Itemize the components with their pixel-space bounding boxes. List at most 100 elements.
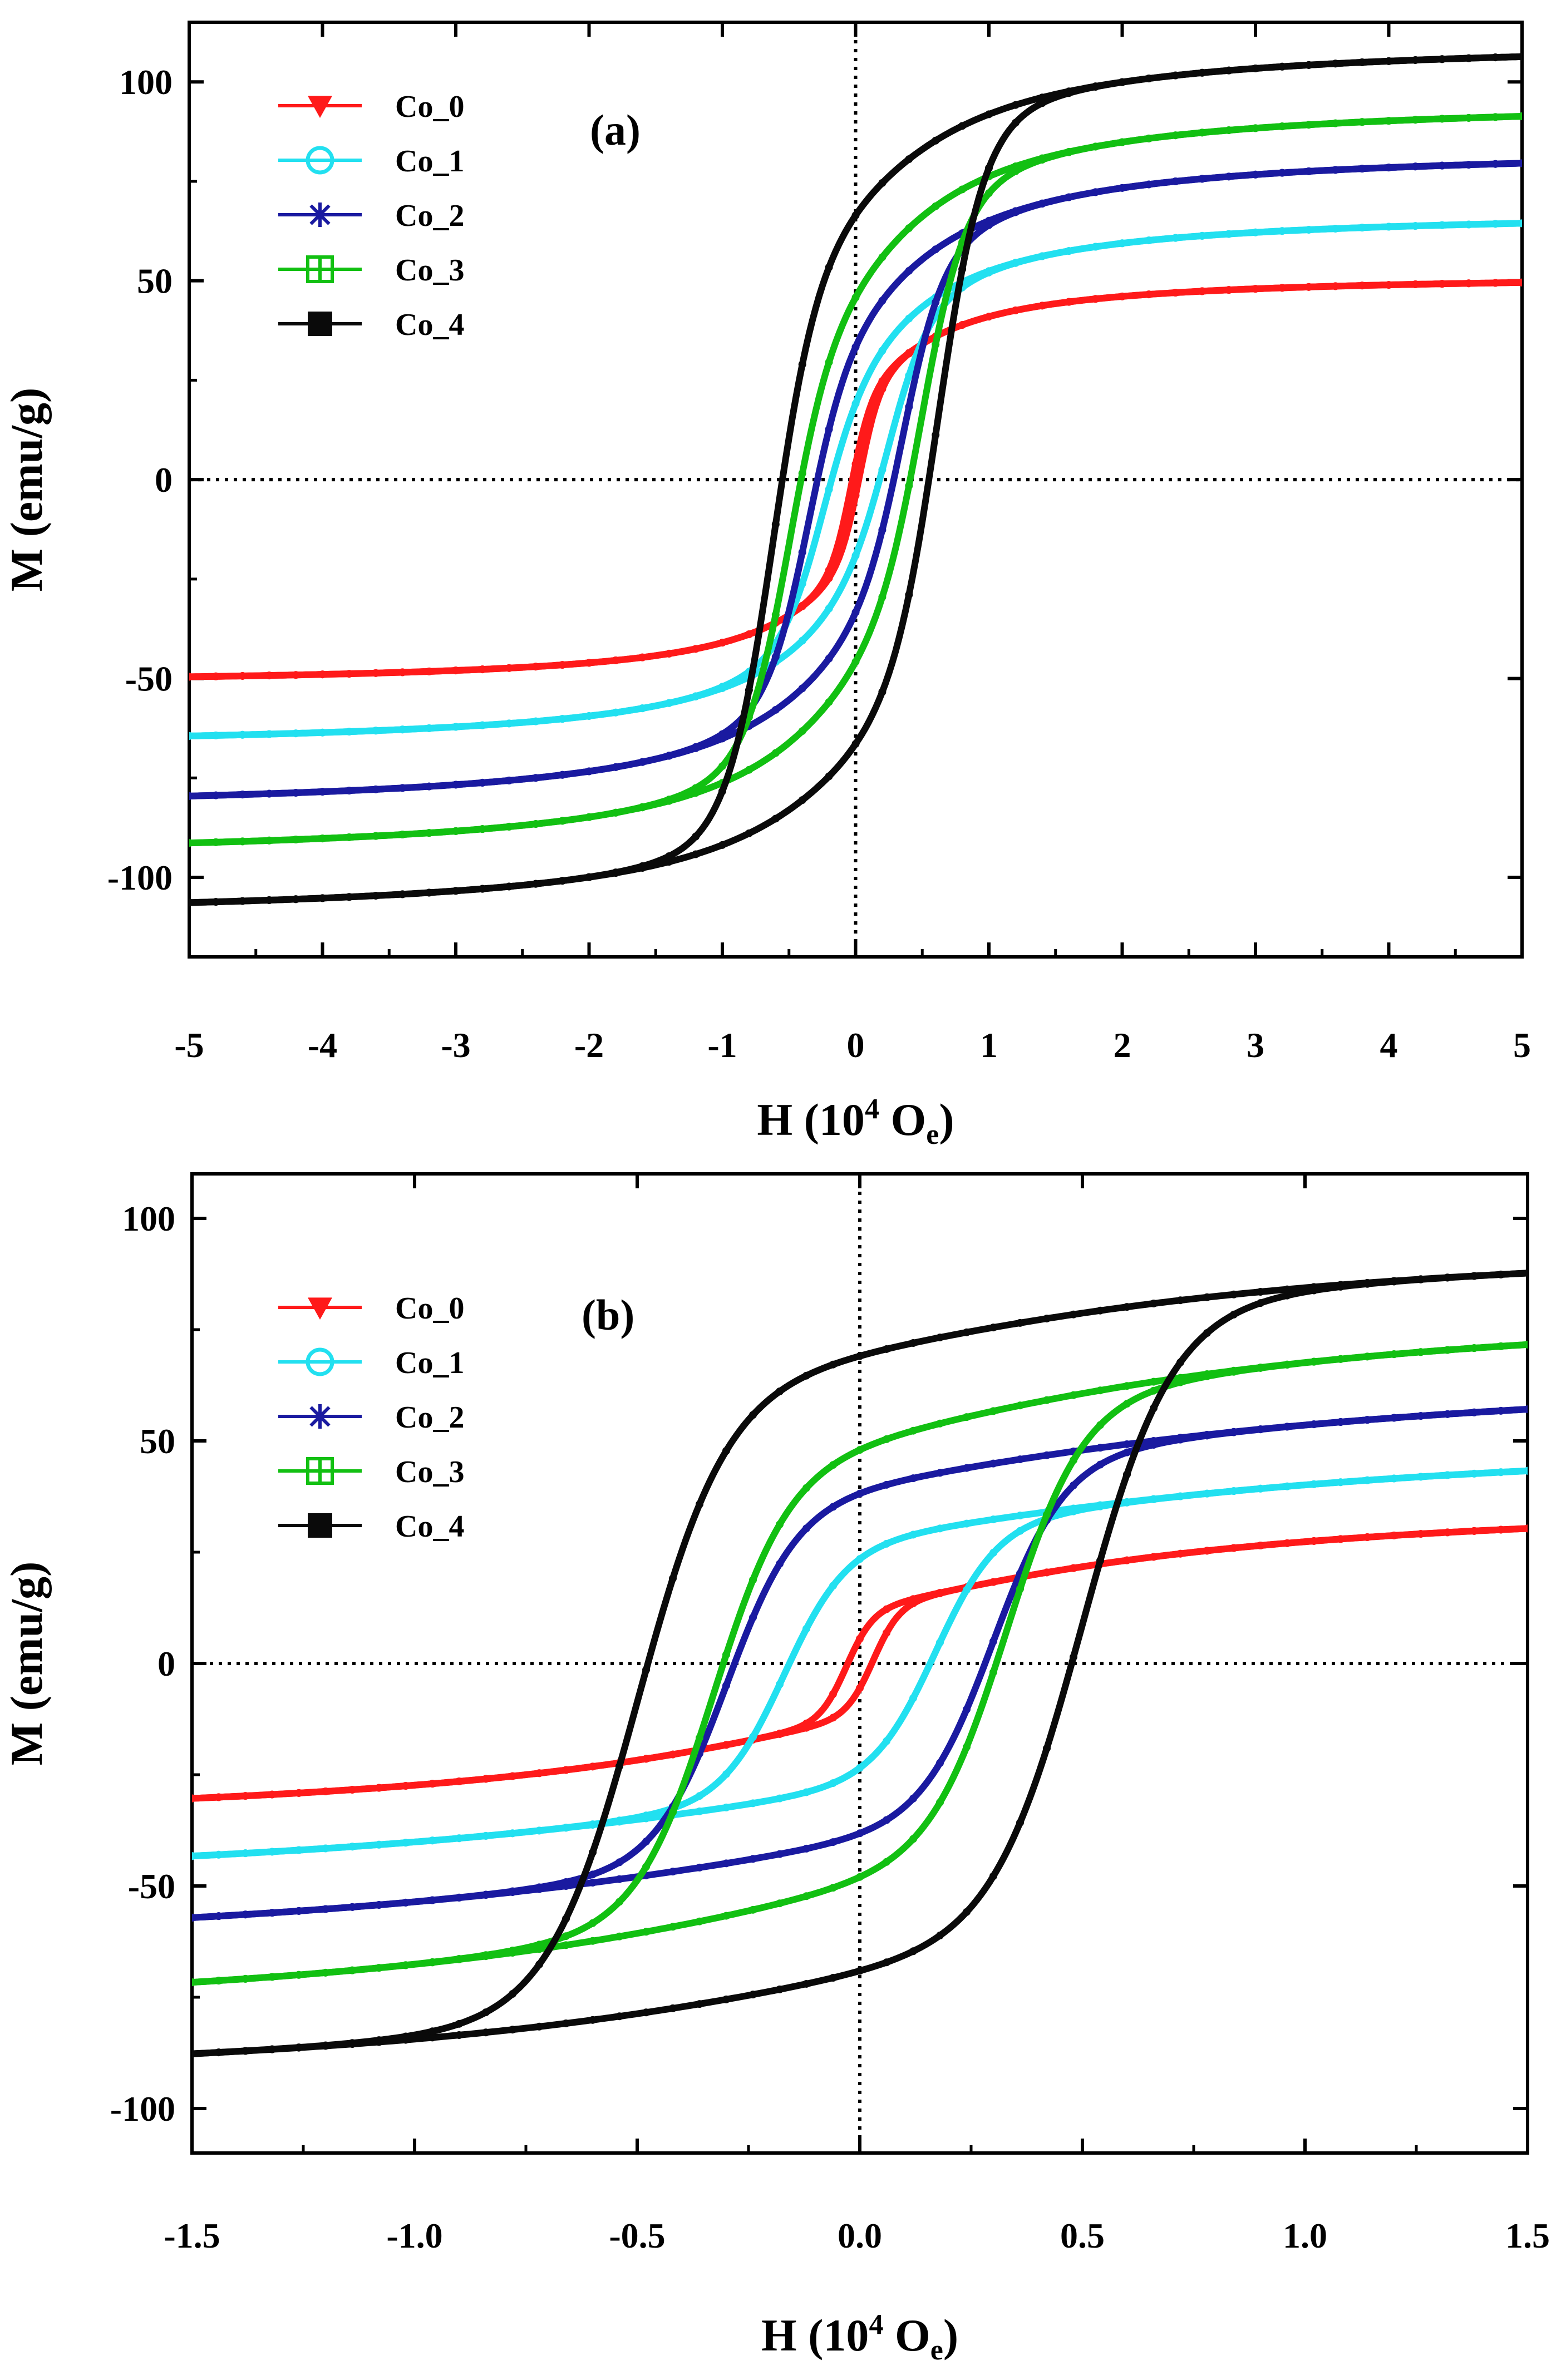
data-point <box>802 1892 810 1900</box>
data-point <box>669 1808 677 1816</box>
data-point <box>825 425 833 433</box>
data-point <box>1304 225 1313 234</box>
data-point <box>398 831 407 839</box>
data-point <box>1198 129 1206 137</box>
data-point <box>1337 1355 1345 1363</box>
data-point <box>1011 162 1020 170</box>
data-point <box>192 1913 196 1922</box>
data-point <box>1331 166 1340 174</box>
data-point <box>825 604 833 613</box>
data-point <box>375 1784 383 1792</box>
data-point <box>1150 1404 1158 1413</box>
data-point <box>1150 1377 1158 1386</box>
data-point <box>372 785 380 793</box>
legend-marker-square-cross-icon <box>306 255 334 283</box>
legend-label: Co_2 <box>395 199 464 233</box>
data-point <box>798 361 806 369</box>
data-point <box>936 1931 944 1939</box>
data-point <box>963 1519 971 1528</box>
data-point <box>589 1879 597 1887</box>
data-point <box>1470 1527 1478 1535</box>
data-point <box>531 774 540 782</box>
data-point <box>192 2050 196 2058</box>
legend-item-co-4: Co_4 <box>278 1509 464 1544</box>
data-point <box>1438 280 1446 288</box>
data-point <box>776 1850 784 1858</box>
data-point <box>425 782 434 791</box>
data-point <box>722 1741 730 1749</box>
data-point <box>531 820 540 828</box>
data-point <box>1123 1440 1131 1448</box>
data-point <box>665 699 673 707</box>
data-point <box>345 728 353 736</box>
data-point <box>1390 1277 1398 1285</box>
data-point <box>722 1995 730 2003</box>
data-point <box>749 1733 757 1741</box>
data-point <box>829 1838 837 1846</box>
data-point <box>722 1681 730 1690</box>
data-point <box>1358 58 1366 66</box>
data-point <box>535 2022 543 2031</box>
data-point <box>1145 236 1153 245</box>
data-point <box>798 684 806 693</box>
data-point <box>692 784 700 792</box>
data-point <box>238 671 247 680</box>
data-point <box>829 1360 837 1369</box>
data-point <box>1118 184 1126 192</box>
data-point <box>455 2031 463 2039</box>
data-point <box>798 796 806 804</box>
data-point <box>215 1850 223 1859</box>
data-point <box>989 1578 997 1586</box>
data-point <box>1123 1470 1131 1479</box>
data-point <box>615 1816 623 1825</box>
data-point <box>1390 1474 1398 1483</box>
data-point <box>958 321 967 329</box>
data-point <box>936 1798 944 1806</box>
legend-label: Co_3 <box>395 253 464 288</box>
data-point <box>612 868 620 877</box>
data-point <box>825 574 833 582</box>
data-point <box>612 656 620 665</box>
data-point <box>558 817 567 825</box>
data-point <box>1411 280 1420 289</box>
data-point <box>1123 1556 1131 1564</box>
data-point <box>1470 1344 1478 1352</box>
legend-item-co-0: Co_0 <box>278 1291 464 1326</box>
x-tick-label: -1.0 <box>386 2216 442 2255</box>
data-point <box>1465 220 1473 229</box>
data-point <box>482 1890 490 1899</box>
data-point <box>1524 1405 1528 1414</box>
legend-label: Co_1 <box>395 144 464 179</box>
data-point <box>1252 285 1259 293</box>
data-point <box>1123 1303 1131 1311</box>
data-point <box>1304 167 1313 175</box>
data-point <box>1465 161 1473 169</box>
panel-label: (a) <box>590 106 641 154</box>
data-point <box>829 1974 837 1982</box>
data-point <box>878 385 887 393</box>
data-point <box>909 1835 917 1843</box>
data-point <box>883 1737 890 1745</box>
data-point <box>1257 1425 1264 1433</box>
data-point <box>776 1899 784 1908</box>
data-point <box>1524 1466 1528 1475</box>
data-point <box>932 431 940 439</box>
data-point <box>829 1690 837 1698</box>
data-point <box>771 705 780 714</box>
x-tick-label: 1 <box>980 1025 998 1065</box>
data-point <box>1524 1269 1528 1277</box>
data-point <box>1310 1357 1318 1366</box>
data-point <box>932 202 940 210</box>
data-point <box>372 669 380 677</box>
data-point <box>642 1666 650 1674</box>
data-point <box>829 1503 837 1511</box>
data-point <box>482 1831 490 1840</box>
data-point <box>211 838 220 846</box>
data-point <box>989 1549 997 1557</box>
data-point <box>798 601 806 610</box>
x-tick-label: 5 <box>1513 1025 1531 1065</box>
data-point <box>192 1794 196 1803</box>
data-point <box>856 1446 864 1454</box>
data-point <box>265 730 273 738</box>
y-tick-label: -100 <box>107 858 173 897</box>
